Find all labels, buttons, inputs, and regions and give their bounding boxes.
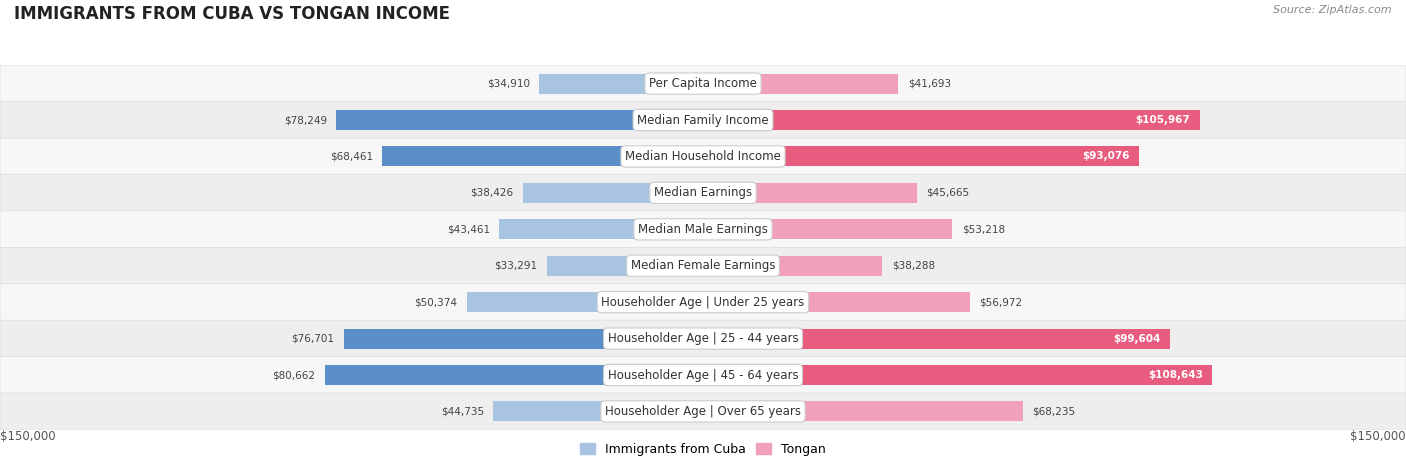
Text: Householder Age | Over 65 years: Householder Age | Over 65 years [605, 405, 801, 418]
Text: $68,235: $68,235 [1032, 406, 1076, 417]
Text: $150,000: $150,000 [1350, 430, 1406, 443]
Text: $108,643: $108,643 [1147, 370, 1202, 380]
Text: $105,967: $105,967 [1136, 115, 1191, 125]
Text: $33,291: $33,291 [495, 261, 537, 271]
Bar [703, 219, 952, 239]
Text: $76,701: $76,701 [291, 333, 335, 344]
Bar [703, 147, 1139, 166]
Bar [703, 402, 1022, 421]
Text: Householder Age | 45 - 64 years: Householder Age | 45 - 64 years [607, 368, 799, 382]
Bar [540, 74, 703, 93]
Text: $53,218: $53,218 [962, 224, 1005, 234]
Bar [343, 329, 703, 348]
Bar [703, 292, 970, 312]
Bar [499, 219, 703, 239]
Text: $38,288: $38,288 [891, 261, 935, 271]
Legend: Immigrants from Cuba, Tongan: Immigrants from Cuba, Tongan [575, 438, 831, 461]
Text: $34,910: $34,910 [486, 78, 530, 89]
Text: $150,000: $150,000 [0, 430, 56, 443]
Bar [703, 329, 1170, 348]
Text: $80,662: $80,662 [273, 370, 315, 380]
FancyBboxPatch shape [0, 138, 1406, 175]
FancyBboxPatch shape [0, 102, 1406, 138]
Bar [325, 365, 703, 385]
FancyBboxPatch shape [0, 284, 1406, 320]
Bar [703, 365, 1212, 385]
Text: Householder Age | Under 25 years: Householder Age | Under 25 years [602, 296, 804, 309]
Text: $99,604: $99,604 [1114, 333, 1160, 344]
FancyBboxPatch shape [0, 65, 1406, 102]
FancyBboxPatch shape [0, 175, 1406, 211]
Text: $68,461: $68,461 [329, 151, 373, 162]
Text: Median Female Earnings: Median Female Earnings [631, 259, 775, 272]
FancyBboxPatch shape [0, 211, 1406, 248]
Text: Source: ZipAtlas.com: Source: ZipAtlas.com [1274, 5, 1392, 14]
Text: $44,735: $44,735 [441, 406, 484, 417]
Text: $78,249: $78,249 [284, 115, 328, 125]
Bar [703, 183, 917, 203]
Text: Median Male Earnings: Median Male Earnings [638, 223, 768, 236]
FancyBboxPatch shape [0, 320, 1406, 357]
Bar [703, 74, 898, 93]
FancyBboxPatch shape [0, 393, 1406, 430]
Bar [336, 110, 703, 130]
Bar [547, 256, 703, 276]
Bar [467, 292, 703, 312]
Text: Median Household Income: Median Household Income [626, 150, 780, 163]
Text: Median Earnings: Median Earnings [654, 186, 752, 199]
Text: $50,374: $50,374 [415, 297, 457, 307]
FancyBboxPatch shape [0, 248, 1406, 284]
Text: $38,426: $38,426 [471, 188, 513, 198]
Text: Median Family Income: Median Family Income [637, 113, 769, 127]
Bar [703, 256, 883, 276]
Text: Per Capita Income: Per Capita Income [650, 77, 756, 90]
Bar [523, 183, 703, 203]
Text: Householder Age | 25 - 44 years: Householder Age | 25 - 44 years [607, 332, 799, 345]
Bar [382, 147, 703, 166]
Bar [703, 110, 1199, 130]
Text: $93,076: $93,076 [1083, 151, 1130, 162]
Bar [494, 402, 703, 421]
Text: $41,693: $41,693 [908, 78, 950, 89]
Text: $45,665: $45,665 [927, 188, 970, 198]
Text: IMMIGRANTS FROM CUBA VS TONGAN INCOME: IMMIGRANTS FROM CUBA VS TONGAN INCOME [14, 5, 450, 23]
Text: $43,461: $43,461 [447, 224, 489, 234]
FancyBboxPatch shape [0, 357, 1406, 393]
Text: $56,972: $56,972 [980, 297, 1022, 307]
